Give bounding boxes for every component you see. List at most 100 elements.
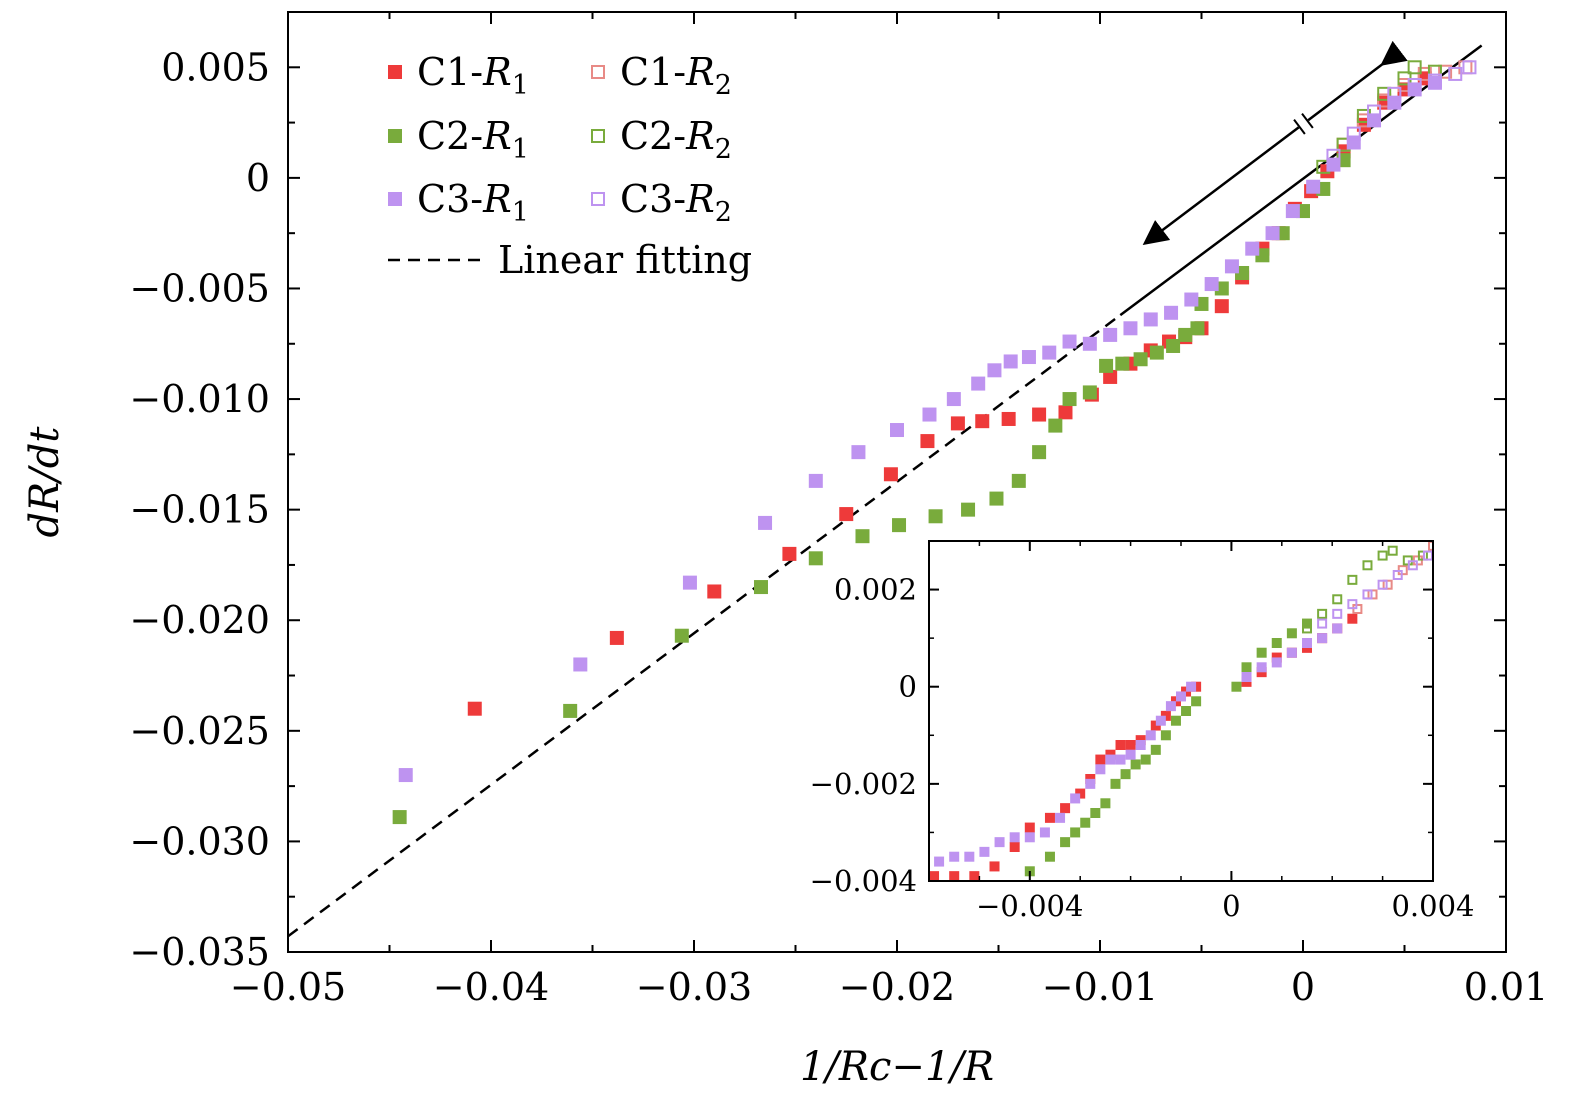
legend-item: C3-R2 [591,177,732,228]
data-point [1367,113,1382,128]
data-point [855,529,870,544]
inset-plot-background [929,541,1433,881]
data-point [1120,769,1131,780]
data-point [1256,662,1267,673]
data-point [1085,778,1096,789]
data-point [1407,60,1422,75]
data-point [1024,832,1035,843]
data-point [1407,560,1418,571]
legend-item: C3-R1 [388,177,529,228]
data-point [1110,778,1121,789]
data-point [1191,681,1202,692]
data-point [1003,354,1018,369]
legend-label-prefix: C1- [417,50,483,94]
data-point [563,703,578,718]
arrow-break-mark [1301,112,1314,129]
data-point [1427,75,1442,90]
legend-label-symbol: R [685,177,715,221]
data-point [1347,599,1358,610]
data-point [964,851,975,862]
data-point [1001,411,1016,426]
legend-label-prefix: C2- [620,114,686,158]
data-point [1095,764,1106,775]
data-point [1367,104,1382,119]
data-point [467,701,482,716]
data-point [1231,681,1242,692]
data-point [1347,574,1358,585]
data-point [1462,60,1477,75]
data-point [946,392,961,407]
series-c3-r1 [398,75,1442,783]
data-point [1302,638,1312,648]
data-point [975,414,990,429]
data-point [949,851,960,862]
x-tick-label: −0.05 [230,965,346,1009]
fit-line-solid [1119,44,1483,317]
main-points [392,60,1477,825]
data-point [1181,686,1192,697]
data-point [1143,312,1158,327]
inset-x-tick-label: 0 [1222,889,1240,923]
data-point [1392,570,1403,580]
data-point [883,467,898,482]
data-point [1191,696,1202,707]
data-point [969,871,980,881]
y-tick-label: 0 [246,156,270,200]
inset-x-tick-label: 0.004 [1391,889,1474,923]
legend-label: C3-R2 [620,177,732,228]
data-point [892,518,907,533]
data-point [1135,740,1146,750]
legend-label-subscript: 2 [715,134,732,165]
y-tick-label: −0.010 [129,377,270,421]
data-point [1166,338,1181,353]
x-tick-label: 0 [1291,965,1315,1009]
data-point [1271,657,1282,668]
data-point [1165,701,1176,712]
data-point [1009,842,1020,852]
data-point [934,856,945,867]
data-point [1125,740,1136,750]
data-point [1160,730,1171,741]
y-axis-title: dR/dt [22,426,68,538]
data-point [682,575,697,590]
arrow-group [1142,40,1408,246]
inset-y-tick-label: 0.002 [834,573,917,607]
y-tick-label: −0.005 [129,266,270,310]
data-point [1224,259,1239,274]
legend-marker [388,65,402,79]
data-point [753,580,768,595]
x-tick-label: −0.04 [433,965,549,1009]
data-point [1285,204,1300,219]
legend-fit-label: Linear fitting [498,238,752,282]
y-tick-label: −0.020 [129,598,270,642]
data-point [839,507,854,522]
data-point [1271,638,1282,648]
inset-axis-ticks: −0.004 0 0.004 0.002 0 −0.002 −0.004 [810,540,1475,923]
data-point [1286,628,1297,639]
data-point [1060,803,1071,814]
data-point [1149,345,1164,360]
data-point [1306,179,1321,194]
data-point [1214,299,1229,314]
legend-label-subscript: 1 [512,70,529,101]
y-tick-label: −0.015 [129,488,270,532]
data-point [1407,77,1422,92]
data-point [1039,827,1050,838]
legend-marker [591,192,605,206]
data-point [928,509,943,524]
data-point [1140,754,1151,765]
legend-label: C3-R1 [417,177,529,228]
data-point [1011,473,1026,488]
legend-label: C2-R2 [620,114,732,165]
data-point [971,376,986,391]
data-point [1427,73,1442,88]
data-point [1155,715,1166,726]
legend-item: C2-R1 [388,114,529,165]
data-point [1075,788,1086,799]
legend-label-subscript: 2 [715,70,732,101]
data-point [1032,407,1047,422]
data-point [1326,148,1341,163]
data-point [808,473,823,488]
data-point [707,584,722,599]
data-point [1362,589,1373,600]
